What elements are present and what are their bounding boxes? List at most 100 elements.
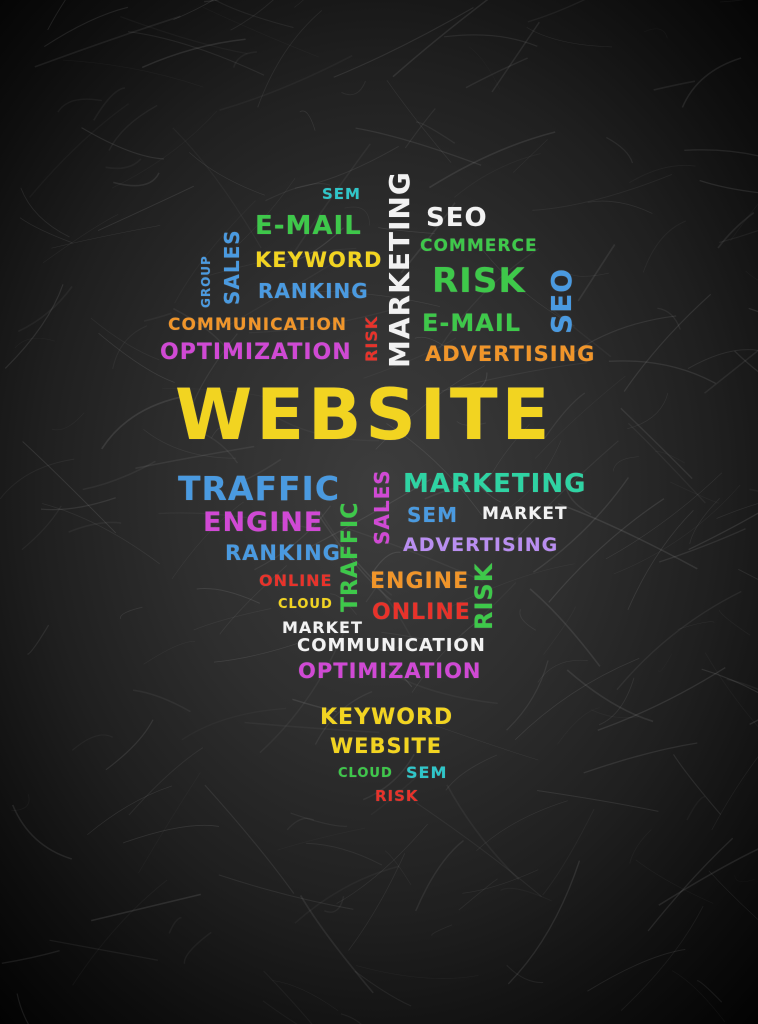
chalk-scratch bbox=[572, 315, 677, 354]
chalk-scratch bbox=[230, 0, 274, 31]
chalk-scratch bbox=[299, 110, 316, 131]
chalk-scratch bbox=[286, 817, 315, 831]
word-sem-lower: SEM bbox=[407, 503, 458, 527]
chalk-scratch bbox=[11, 804, 73, 860]
chalk-scratch bbox=[314, 690, 373, 745]
chalk-scratch bbox=[384, 669, 498, 705]
word-email-top: E-MAIL bbox=[255, 211, 362, 241]
chalk-scratch bbox=[415, 121, 456, 144]
chalk-scratch bbox=[183, 931, 212, 964]
chalk-scratch bbox=[27, 624, 50, 655]
chalk-scratch bbox=[294, 0, 304, 8]
chalk-scratch bbox=[42, 503, 160, 565]
chalk-scratch bbox=[705, 653, 758, 773]
chalk-scratch bbox=[51, 412, 85, 431]
chalk-scratch bbox=[143, 641, 196, 665]
chalk-scratch bbox=[519, 609, 537, 631]
chalk-scratch bbox=[532, 477, 629, 573]
chalk-scratch bbox=[726, 678, 758, 691]
chalk-scratch bbox=[647, 837, 734, 932]
word-marketing-lower: MARKETING bbox=[403, 469, 587, 499]
chalk-scratch bbox=[738, 568, 758, 580]
word-sem-bottom: SEM bbox=[406, 763, 448, 782]
chalk-scratch bbox=[171, 501, 244, 580]
chalk-scratch bbox=[630, 829, 652, 863]
chalk-scratch bbox=[716, 503, 758, 519]
chalk-scratch bbox=[257, 10, 323, 108]
chalk-scratch bbox=[1, 950, 60, 964]
chalk-scratch bbox=[689, 497, 720, 545]
chalk-scratch bbox=[620, 905, 704, 1011]
chalk-scratch bbox=[234, 458, 282, 485]
word-advertising-top: ADVERTISING bbox=[425, 342, 596, 366]
word-optimization-top: OPTIMIZATION bbox=[160, 340, 352, 365]
chalk-scratch bbox=[0, 458, 75, 500]
chalk-scratch bbox=[82, 460, 156, 491]
chalk-scratch bbox=[263, 970, 313, 1024]
word-traffic-vertical: TRAFFIC bbox=[338, 501, 363, 612]
chalk-scratch bbox=[507, 860, 581, 985]
chalk-scratch bbox=[658, 848, 758, 906]
chalk-scratch bbox=[47, 0, 66, 31]
chalk-scratch bbox=[34, 15, 181, 68]
chalk-scratch bbox=[515, 658, 640, 740]
chalk-scratch bbox=[445, 563, 575, 610]
chalk-scratch bbox=[431, 924, 453, 936]
chalk-scratch bbox=[583, 742, 698, 774]
chalk-scratch bbox=[718, 609, 751, 636]
chalk-scratch bbox=[120, 17, 247, 54]
word-sales-magenta-vertical: SALES bbox=[370, 469, 394, 545]
chalk-scratch bbox=[446, 784, 520, 880]
chalk-scratch bbox=[143, 312, 172, 322]
word-commerce: COMMERCE bbox=[420, 236, 538, 256]
chalk-scratch bbox=[749, 489, 758, 513]
chalk-scratch bbox=[141, 38, 246, 69]
chalk-scratch bbox=[189, 333, 238, 412]
chalk-scratch bbox=[476, 482, 501, 503]
chalk-scratch bbox=[173, 0, 214, 21]
chalk-scratch bbox=[708, 870, 758, 920]
chalk-scratch bbox=[214, 0, 294, 29]
chalk-scratch bbox=[348, 853, 406, 951]
chalk-scratch bbox=[284, 227, 344, 264]
chalk-scratch bbox=[612, 456, 639, 472]
chalk-scratch bbox=[505, 440, 619, 550]
chalk-scratch bbox=[283, 143, 371, 269]
word-engine-orange: ENGINE bbox=[370, 569, 470, 594]
chalk-scratch bbox=[344, 206, 370, 226]
chalk-scratch bbox=[529, 588, 601, 667]
chalk-scratch bbox=[128, 747, 204, 816]
chalk-scratch bbox=[749, 719, 758, 726]
chalk-scratch bbox=[462, 372, 488, 395]
chalk-scratch bbox=[265, 182, 331, 202]
chalk-scratch bbox=[42, 214, 119, 264]
word-market-white: MARKET bbox=[282, 618, 363, 637]
chalk-scratch bbox=[687, 349, 758, 370]
word-website-headline: WEBSITE bbox=[175, 374, 554, 456]
chalk-scratch bbox=[51, 225, 161, 249]
chalk-scratch bbox=[319, 511, 393, 596]
word-keyword-top: KEYWORD bbox=[255, 248, 383, 272]
chalk-scratch bbox=[465, 57, 528, 89]
chalk-scratch bbox=[427, 722, 539, 761]
chalk-scratch bbox=[127, 31, 265, 76]
chalk-scratch bbox=[438, 247, 540, 349]
chalk-scratch bbox=[213, 640, 305, 663]
word-advertising-lower: ADVERTISING bbox=[403, 534, 559, 556]
chalk-scratch bbox=[14, 337, 55, 349]
chalk-scratch bbox=[444, 34, 538, 47]
chalk-scratch bbox=[143, 428, 237, 459]
chalk-scratch bbox=[63, 60, 204, 87]
chalk-scratch bbox=[222, 260, 338, 330]
chalk-scratch bbox=[292, 698, 337, 713]
chalk-scratch bbox=[354, 970, 412, 1007]
chalk-scratch bbox=[549, 307, 612, 358]
chalk-scratch bbox=[597, 667, 726, 731]
chalk-scratch bbox=[701, 668, 758, 694]
word-engine-magenta: ENGINE bbox=[203, 507, 324, 538]
chalk-scratch bbox=[21, 505, 62, 551]
chalk-scratch bbox=[562, 270, 610, 277]
chalk-scratch bbox=[71, 734, 113, 751]
chalk-scratch bbox=[90, 317, 160, 361]
